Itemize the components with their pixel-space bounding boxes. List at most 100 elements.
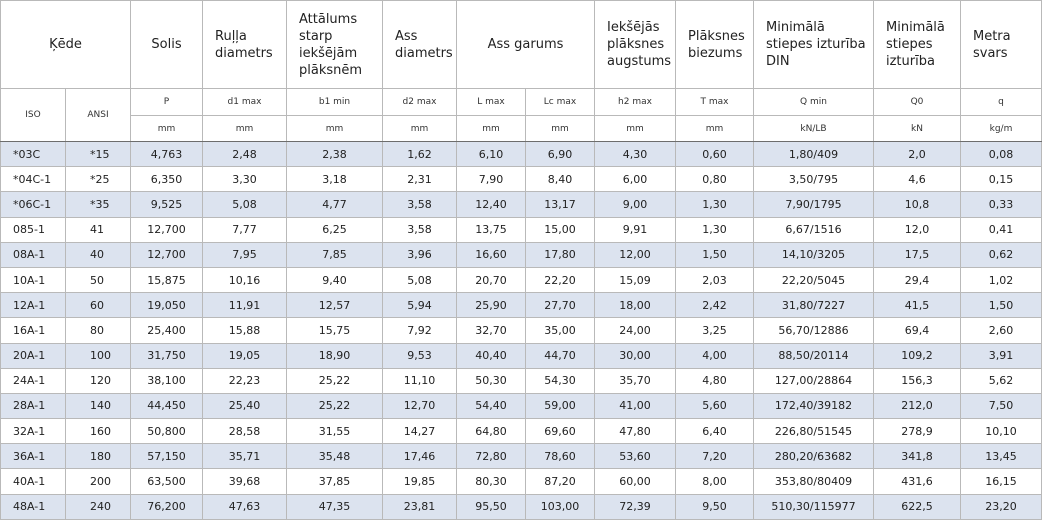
table-row: 10A-1 50 15,875 10,16 9,40 5,08 20,70 22,20 15,0… xyxy=(0,266,1042,294)
table-cell: 44,70 xyxy=(525,342,595,369)
cell-ansi: *15 xyxy=(65,140,131,168)
table-cell: 54,30 xyxy=(525,367,595,394)
table-cell: 9,40 xyxy=(286,266,383,294)
table-cell: 2,42 xyxy=(675,292,754,319)
table-cell: 2,48 xyxy=(202,140,287,168)
table-row: 20A-1 100 31,750 19,05 18,90 9,53 40,40 44,70 30… xyxy=(0,342,1042,369)
table-row: 16A-1 80 25,400 15,88 15,75 7,92 32,70 35,00 24,… xyxy=(0,317,1042,344)
table-cell: 37,85 xyxy=(286,468,383,495)
table-cell: 22,20/5045 xyxy=(753,266,874,294)
cell-ansi: *35 xyxy=(65,191,131,218)
table-cell: 25,22 xyxy=(286,367,383,394)
table-cell: 1,62 xyxy=(382,140,457,168)
cell-iso: 32A-1 xyxy=(0,418,66,445)
table-body: *03C *15 4,763 2,48 2,38 1,62 6,10 6,90 4,30 0,60… xyxy=(0,140,1042,520)
header-plate-height: Iekšējās plāksnes augstums xyxy=(594,0,676,89)
table-cell: 9,91 xyxy=(594,216,676,243)
table-cell: 341,8 xyxy=(873,443,961,470)
table-cell: 7,85 xyxy=(286,241,383,268)
table-cell: 27,70 xyxy=(525,292,595,319)
table-cell: 7,92 xyxy=(382,317,457,344)
table-row: 36A-1 180 57,150 35,71 35,48 17,46 72,80 78,60 5… xyxy=(0,443,1042,470)
table-cell: 172,40/39182 xyxy=(753,392,874,420)
table-cell: 622,5 xyxy=(873,493,961,520)
table-cell: 9,00 xyxy=(594,191,676,218)
table-cell: 23,20 xyxy=(960,493,1042,520)
table-cell: 19,050 xyxy=(130,292,203,319)
cell-iso: 10A-1 xyxy=(0,266,66,294)
symbol-row: ISO ANSI P d1 max b1 min d2 max L max Lc… xyxy=(0,88,1042,142)
table-cell: 88,50/20114 xyxy=(753,342,874,369)
table-cell: 1,50 xyxy=(960,292,1042,319)
table-cell: 6,25 xyxy=(286,216,383,243)
table-row: 24A-1 120 38,100 22,23 25,22 11,10 50,30 54,30 3… xyxy=(0,367,1042,394)
symbol-cell: Q min xyxy=(753,88,874,116)
table-cell: 109,2 xyxy=(873,342,961,369)
table-cell: 15,875 xyxy=(130,266,203,294)
table-cell: 0,62 xyxy=(960,241,1042,268)
table-cell: 0,80 xyxy=(675,166,754,193)
unit-cell: mm xyxy=(525,115,595,142)
cell-ansi: 50 xyxy=(65,266,131,294)
cell-iso: 28A-1 xyxy=(0,392,66,420)
cell-ansi: 60 xyxy=(65,292,131,319)
cell-iso: 20A-1 xyxy=(0,342,66,369)
table-cell: 0,33 xyxy=(960,191,1042,218)
table-row: 085-1 41 12,700 7,77 6,25 3,58 13,75 15,00 9,91 1… xyxy=(0,216,1042,243)
cell-iso: 24A-1 xyxy=(0,367,66,394)
symbol-cell: T max xyxy=(675,88,754,116)
table-cell: 25,22 xyxy=(286,392,383,420)
table-row: *03C *15 4,763 2,48 2,38 1,62 6,10 6,90 4,30 0,60… xyxy=(0,140,1042,168)
table-row: 12A-1 60 19,050 11,91 12,57 5,94 25,90 27,70 18,… xyxy=(0,292,1042,319)
table-cell: 59,00 xyxy=(525,392,595,420)
table-cell: 3,58 xyxy=(382,216,457,243)
table-cell: 50,30 xyxy=(456,367,526,394)
table-cell: 14,10/3205 xyxy=(753,241,874,268)
table-cell: 8,40 xyxy=(525,166,595,193)
table-cell: 28,58 xyxy=(202,418,287,445)
table-cell: 3,18 xyxy=(286,166,383,193)
table-cell: 6,00 xyxy=(594,166,676,193)
table-cell: 1,30 xyxy=(675,191,754,218)
cell-iso: *03C xyxy=(0,140,66,168)
table-cell: 47,35 xyxy=(286,493,383,520)
table-cell: 16,15 xyxy=(960,468,1042,495)
table-cell: 47,80 xyxy=(594,418,676,445)
table-cell: 13,17 xyxy=(525,191,595,218)
unit-cell: kN/LB xyxy=(753,115,874,142)
table-cell: 9,53 xyxy=(382,342,457,369)
table-cell: 30,00 xyxy=(594,342,676,369)
table-cell: 24,00 xyxy=(594,317,676,344)
table-cell: 53,60 xyxy=(594,443,676,470)
table-cell: 5,60 xyxy=(675,392,754,420)
table-cell: 39,68 xyxy=(202,468,287,495)
table-cell: 40,40 xyxy=(456,342,526,369)
table-row: *06C-1 *35 9,525 5,08 4,77 3,58 12,40 13,17 9,00… xyxy=(0,191,1042,218)
unit-cell: mm xyxy=(594,115,676,142)
table-cell: 4,6 xyxy=(873,166,961,193)
unit-cell: mm xyxy=(202,115,287,142)
table-cell: 3,91 xyxy=(960,342,1042,369)
table-cell: 7,95 xyxy=(202,241,287,268)
table-cell: 2,31 xyxy=(382,166,457,193)
cell-ansi: 240 xyxy=(65,493,131,520)
table-cell: 95,50 xyxy=(456,493,526,520)
header-row: Ķēde Solis Ruļļa diametrs Attālums starp… xyxy=(0,0,1042,89)
table-row: 08A-1 40 12,700 7,95 7,85 3,96 16,60 17,80 12,00… xyxy=(0,241,1042,268)
table-cell: 10,16 xyxy=(202,266,287,294)
table-cell: 0,15 xyxy=(960,166,1042,193)
unit-row: mm mm mm mm mm mm mm mm kN/LB kN kg/m xyxy=(1,115,1042,142)
table-cell: 156,3 xyxy=(873,367,961,394)
table-cell: 103,00 xyxy=(525,493,595,520)
header-min-tensile-din: Minimālā stiepes izturība DIN xyxy=(753,0,874,89)
table-cell: 23,81 xyxy=(382,493,457,520)
table-cell: 22,23 xyxy=(202,367,287,394)
table-cell: 1,02 xyxy=(960,266,1042,294)
table-cell: 25,40 xyxy=(202,392,287,420)
table-cell: 15,75 xyxy=(286,317,383,344)
subheader-iso: ISO xyxy=(0,88,66,142)
table-cell: 2,0 xyxy=(873,140,961,168)
table-cell: 25,400 xyxy=(130,317,203,344)
table-cell: 56,70/12886 xyxy=(753,317,874,344)
